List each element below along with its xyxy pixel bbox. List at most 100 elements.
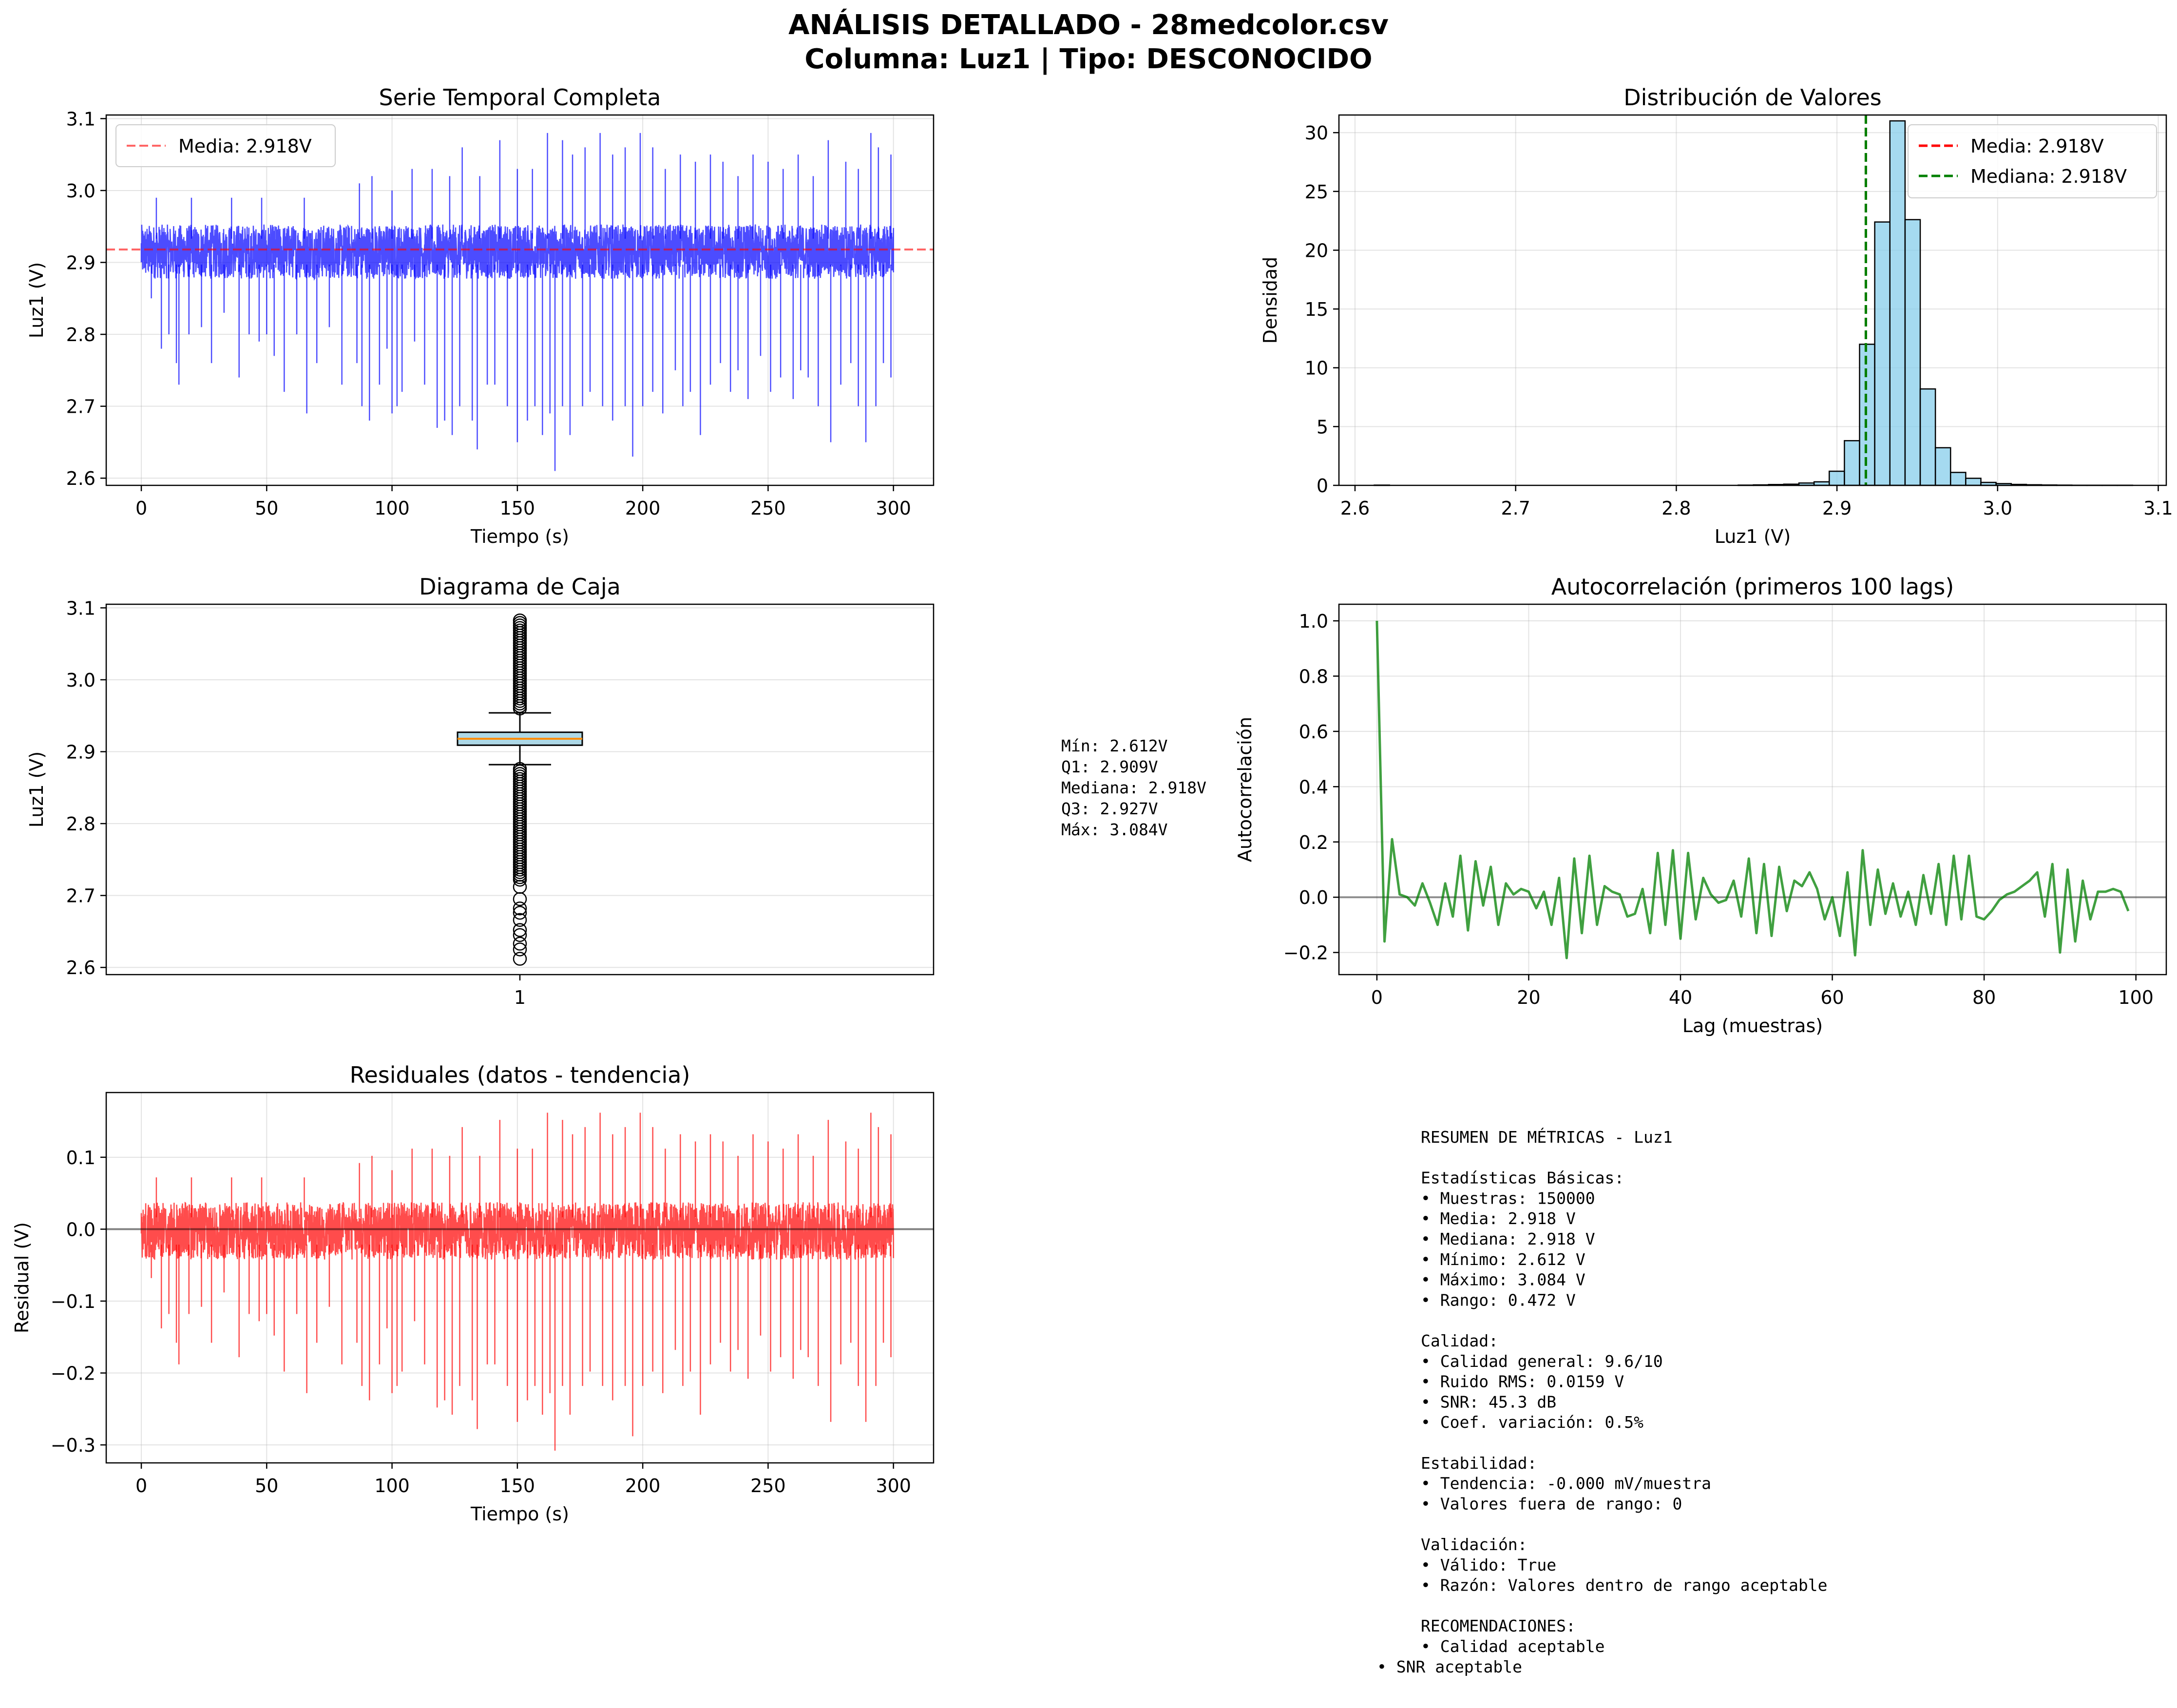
histogram-bar-31 — [1844, 440, 1860, 486]
timeseries-ytick-label: 2.8 — [66, 324, 95, 345]
autocorr-series-line — [1375, 620, 2130, 960]
timeseries-ytick-label: 2.6 — [66, 468, 95, 489]
summary-line: • Coef. variación: 0.5% — [1421, 1413, 1643, 1432]
histogram-panel: 2.6 2.7 2.8 2.9 3.0 3.1 0 5 10 15 20 25 30 Distribuci… — [1260, 84, 2173, 547]
autocorr-ytick-label: 0.6 — [1299, 721, 1328, 743]
summary-line: • Máximo: 3.084 V — [1421, 1270, 1585, 1289]
autocorr-ytick-label: 0.8 — [1299, 666, 1328, 687]
timeseries-xtick-label: 300 — [876, 498, 911, 519]
histogram-frame — [1338, 114, 2167, 486]
summary-last-line: • SNR aceptable — [1377, 1657, 1522, 1676]
boxplot-outlier-tail-2 — [513, 901, 527, 916]
boxplot-stat-line: Máx: 3.084V — [1061, 820, 1168, 839]
boxplot-title: Diagrama de Caja — [419, 574, 621, 600]
histogram-xtick-label: 2.7 — [1501, 498, 1530, 519]
residuals-xtick-label: 200 — [625, 1475, 661, 1497]
boxplot-ytick-label: 3.0 — [66, 670, 95, 691]
boxplot-outlier-low — [513, 872, 527, 887]
timeseries-legend: Media: 2.918V — [115, 124, 336, 167]
histogram-legend-label: Mediana: 2.918V — [1970, 166, 2127, 187]
figure-title-line1: ANÁLISIS DETALLADO - 28medcolor.csv — [788, 9, 1389, 41]
residuals-xtick-label: 100 — [374, 1475, 410, 1497]
autocorr-xtick-label: 100 — [2118, 987, 2154, 1008]
summary-line: RESUMEN DE MÉTRICAS - Luz1 — [1421, 1127, 1673, 1147]
timeseries-xtick-label: 250 — [750, 498, 786, 519]
histogram-xlabel: Luz1 (V) — [1715, 526, 1791, 547]
histogram-bar-36 — [1919, 388, 1936, 486]
autocorr-ylabel: Autocorrelación — [1234, 717, 1256, 862]
residuals-frame — [105, 1092, 935, 1464]
autocorrelation-panel: 0 20 40 60 80 100 −0.2 0.0 0.2 0.4 0.6 0.8 1.0 Autoco… — [1234, 574, 2167, 1036]
summary-line: • Tendencia: -0.000 mV/muestra — [1421, 1474, 1711, 1493]
residuals-noise-line — [140, 1201, 894, 1261]
autocorr-xtick-label: 60 — [1820, 987, 1844, 1008]
boxplot-outlier-tail-3 — [513, 905, 527, 920]
histogram-legend: Media: 2.918V Mediana: 2.918V — [1908, 124, 2157, 198]
residuals-xtick-label: 250 — [750, 1475, 786, 1497]
residuals-xlabel: Tiempo (s) — [470, 1503, 569, 1525]
summary-line: • Rango: 0.472 V — [1421, 1290, 1576, 1309]
histogram-bar-30 — [1829, 470, 1845, 486]
timeseries-xlabel: Tiempo (s) — [470, 526, 569, 547]
histogram-ytick-label: 5 — [1317, 416, 1328, 438]
timeseries-ytick-label: 3.1 — [66, 108, 95, 130]
summary-line: • SNR: 45.3 dB — [1421, 1392, 1556, 1411]
boxplot-outlier-tail-1 — [513, 892, 527, 906]
autocorr-grid — [1339, 604, 2166, 975]
timeseries-legend-label: Media: 2.918V — [178, 135, 312, 157]
residuals-xtick-label: 300 — [876, 1475, 911, 1497]
autocorr-plot-area — [1339, 620, 2166, 960]
boxplot-ylabel: Luz1 (V) — [26, 751, 47, 827]
histogram-xtick-label: 2.8 — [1661, 498, 1691, 519]
timeseries-ytick-label: 3.0 — [66, 180, 95, 202]
histogram-ytick-label: 10 — [1305, 358, 1328, 379]
summary-line: • Media: 2.918 V — [1421, 1209, 1576, 1228]
histogram-ytick-label: 25 — [1305, 181, 1328, 203]
histogram-plot-area — [1374, 115, 2134, 486]
residuals-ytick-label: −0.1 — [51, 1291, 95, 1312]
histogram-bar-39 — [1965, 478, 1982, 486]
timeseries-ytick-label: 2.7 — [66, 396, 95, 418]
histogram-xtick-label: 3.0 — [1983, 498, 2012, 519]
summary-line: • Válido: True — [1421, 1555, 1556, 1574]
autocorr-title: Autocorrelación (primeros 100 lags) — [1551, 574, 1954, 600]
boxplot-frame — [105, 603, 935, 976]
summary-line: Validación: — [1421, 1535, 1528, 1554]
summary-line: RECOMENDACIONES: — [1421, 1616, 1576, 1635]
timeseries-xtick-label: 0 — [135, 498, 147, 519]
timeseries-frame — [105, 114, 935, 486]
boxplot-outlier-tail-8 — [513, 942, 527, 957]
histogram-ytick-label: 30 — [1305, 122, 1328, 144]
boxplot-stat-line: Q1: 2.909V — [1061, 757, 1158, 776]
autocorr-ytick-label: −0.2 — [1283, 942, 1328, 964]
boxplot-ytick-label: 2.8 — [66, 813, 95, 835]
boxplot-panel: 2.6 2.7 2.8 2.9 3.0 3.1 Diagrama de Caja Luz1 (… — [26, 574, 935, 1008]
timeseries-xtick-label: 150 — [500, 498, 535, 519]
boxplot-outlier-tail-5 — [513, 923, 527, 937]
residuals-xtick-label: 150 — [500, 1475, 535, 1497]
histogram-bar-38 — [1950, 472, 1967, 486]
histogram-title: Distribución de Valores — [1623, 84, 1882, 111]
timeseries-plot-area — [106, 133, 934, 471]
autocorr-xtick-label: 80 — [1972, 987, 1996, 1008]
histogram-bar-33 — [1874, 221, 1891, 486]
autocorr-xtick-label: 40 — [1669, 987, 1692, 1008]
timeseries-xtick-label: 200 — [625, 498, 661, 519]
histogram-bar-37 — [1934, 447, 1951, 486]
histogram-ytick-label: 0 — [1317, 475, 1328, 497]
residuals-ytick-label: −0.2 — [51, 1363, 95, 1384]
boxplot-outlier-tail-0 — [513, 880, 527, 894]
histogram-ytick-label: 15 — [1305, 299, 1328, 320]
autocorr-xtick-label: 0 — [1371, 987, 1383, 1008]
histogram-bar-34 — [1889, 120, 1906, 486]
summary-line: • Valores fuera de rango: 0 — [1421, 1494, 1682, 1513]
residuals-ylabel: Residual (V) — [11, 1222, 33, 1333]
boxplot-stat-line: Mediana: 2.918V — [1061, 778, 1206, 797]
residuals-panel: 0 50 100 150 200 250 300 −0.3 −0.2 −0.1 0.0 0.1 Resi… — [11, 1062, 935, 1525]
timeseries-legend-box — [115, 124, 336, 167]
boxplot-category-label: 1 — [514, 987, 526, 1008]
residuals-ytick-label: 0.0 — [66, 1219, 95, 1240]
histogram-ytick-label: 20 — [1305, 240, 1328, 261]
boxplot-outlier-tail-7 — [513, 937, 527, 951]
